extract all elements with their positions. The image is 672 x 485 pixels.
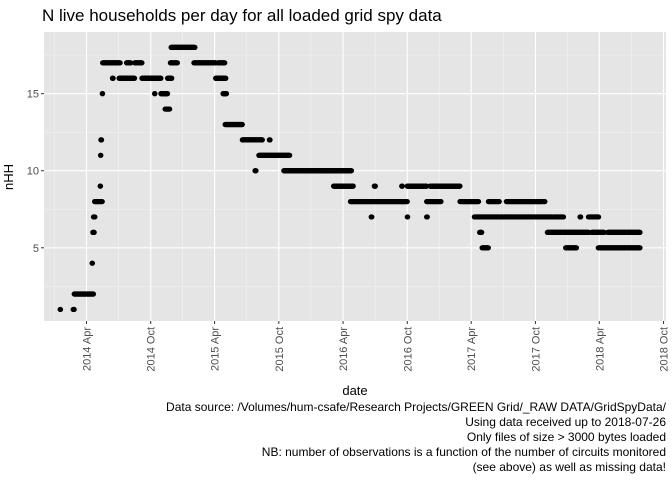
data-point — [117, 60, 123, 66]
data-point — [267, 137, 273, 143]
data-point — [97, 183, 104, 189]
data-point — [139, 60, 145, 66]
data-point — [192, 44, 198, 51]
data-point — [98, 152, 104, 158]
data-point — [287, 152, 293, 158]
data-point — [99, 198, 105, 205]
data-point — [637, 245, 643, 251]
data-point — [223, 75, 229, 81]
data-point — [91, 229, 97, 235]
x-tick-label: 2014 Oct — [146, 327, 158, 372]
data-point — [573, 245, 580, 251]
x-tick-label: 2014 Apr — [81, 327, 93, 371]
y-tick-label: 5 — [33, 243, 39, 255]
data-point — [128, 60, 134, 66]
data-point — [350, 183, 356, 189]
y-tick-label: 10 — [27, 166, 39, 178]
x-tick-label: 2018 Oct — [659, 327, 671, 372]
data-point — [438, 198, 444, 205]
data-point — [167, 106, 173, 112]
x-tick-label: 2015 Oct — [274, 327, 286, 372]
data-point — [479, 229, 485, 235]
data-point — [637, 229, 643, 235]
data-point — [372, 183, 378, 189]
data-point — [222, 60, 228, 66]
x-tick-label: 2015 Apr — [210, 327, 222, 371]
data-point — [348, 168, 355, 174]
data-point — [92, 214, 98, 220]
minor-gridlines — [44, 32, 666, 321]
x-tick-label: 2018 Apr — [594, 327, 606, 371]
caption-line-note: NB: number of observations is a function… — [261, 445, 666, 459]
data-point — [578, 214, 584, 220]
x-tick-label: 2017 Apr — [466, 327, 478, 371]
data-point — [71, 306, 77, 313]
data-point — [98, 137, 105, 143]
plot-panel — [44, 32, 666, 321]
data-point — [174, 60, 180, 66]
chart-title: N live households per day for all loaded… — [42, 6, 442, 25]
data-point — [485, 245, 491, 251]
data-point — [596, 214, 602, 220]
data-point — [404, 198, 410, 205]
data-point — [158, 75, 164, 81]
data-point — [57, 306, 64, 313]
x-tick-label: 2016 Oct — [402, 327, 414, 372]
data-point — [169, 75, 175, 81]
data-point — [90, 291, 97, 297]
data-point — [542, 198, 548, 205]
y-tick-label: 15 — [27, 89, 39, 101]
data-point — [110, 75, 116, 81]
caption-line-note-cont: (see above) as well as missing data! — [472, 460, 666, 474]
data-point — [475, 198, 482, 205]
data-point — [164, 91, 171, 97]
x-tick-label: 2016 Apr — [338, 327, 350, 371]
data-point — [496, 198, 502, 205]
data-point — [369, 214, 375, 220]
data-point — [424, 214, 430, 220]
data-point — [457, 183, 463, 189]
data-point — [131, 75, 138, 81]
data-point — [152, 91, 158, 97]
data-points — [57, 44, 643, 313]
data-point — [259, 137, 265, 143]
x-axis: 2014 Apr 2014 Oct 2015 Apr 2015 Oct 2016 Apr… — [81, 321, 671, 372]
caption-line-data-source: Data source: /Volumes/hum-csafe/Research… — [166, 400, 666, 414]
data-point — [239, 121, 245, 128]
y-axis-label: nHH — [1, 164, 16, 190]
caption-line-file-size: Only files of size > 3000 bytes loaded — [466, 430, 666, 444]
data-point — [100, 91, 106, 97]
data-point — [405, 214, 411, 220]
data-point — [399, 183, 405, 189]
data-point — [89, 260, 96, 266]
x-tick-label: 2017 Oct — [530, 327, 542, 372]
data-point — [223, 91, 230, 97]
y-axis: 5 10 15 — [27, 89, 44, 255]
data-point — [560, 214, 567, 220]
x-axis-label: date — [342, 383, 367, 398]
data-point — [253, 168, 259, 174]
caption-line-received: Using data received up to 2018-07-26 — [465, 415, 666, 429]
